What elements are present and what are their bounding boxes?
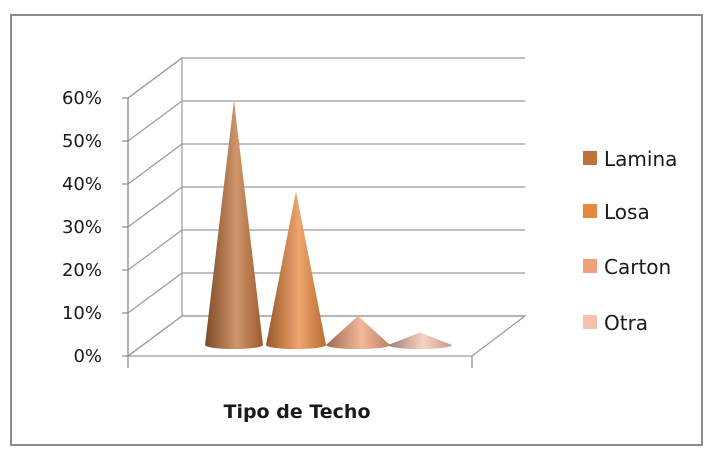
legend-label: Carton: [604, 255, 671, 279]
y-tick-label: 60%: [62, 88, 102, 109]
gridlines: [127, 57, 525, 357]
legend-swatch: [583, 151, 597, 165]
legend-label: Otra: [604, 311, 648, 335]
cone-series: [205, 100, 452, 350]
legend-label: Losa: [604, 200, 650, 224]
value-axis: 0% 10% 20% 30% 40% 50% 60%: [62, 88, 473, 368]
plot-walls: [126, 56, 527, 357]
cone-losa: [266, 191, 326, 349]
gridline: [127, 100, 525, 142]
y-tick-label: 0%: [73, 346, 102, 367]
gridline: [127, 143, 525, 185]
cone-carton: [326, 315, 390, 349]
legend: Lamina Losa Carton Otra: [583, 147, 677, 335]
y-tick-label: 50%: [62, 131, 102, 152]
gridline: [127, 186, 525, 228]
gridline: [127, 272, 525, 314]
gridline: [127, 315, 525, 357]
legend-label: Lamina: [604, 147, 677, 171]
floor: [126, 315, 527, 357]
gridline: [127, 229, 525, 271]
cone-otra: [388, 332, 452, 349]
legend-swatch: [583, 259, 597, 273]
y-tick-label: 20%: [62, 260, 102, 281]
y-tick-label: 10%: [62, 303, 102, 324]
y-tick-label: 30%: [62, 217, 102, 238]
cone-lamina: [205, 100, 263, 350]
x-axis-title: Tipo de Techo: [223, 401, 370, 423]
gridline: [127, 57, 525, 99]
y-tick-label: 40%: [62, 174, 102, 195]
legend-swatch: [583, 204, 597, 218]
legend-swatch: [583, 315, 597, 329]
